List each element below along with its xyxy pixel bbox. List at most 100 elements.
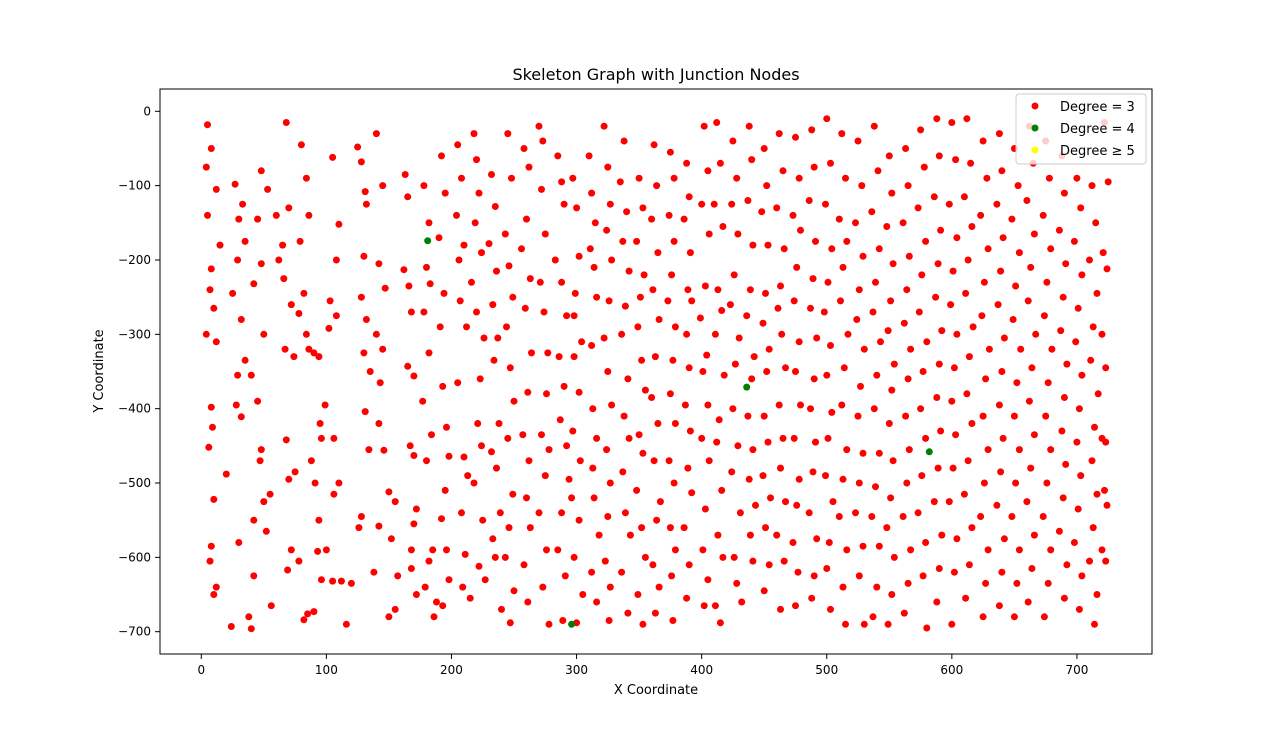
point-degree-3 — [601, 557, 609, 565]
point-degree-3 — [1013, 379, 1021, 387]
point-degree-3 — [960, 193, 968, 201]
point-degree-3 — [782, 498, 789, 506]
point-degree-3 — [780, 557, 788, 565]
point-degree-3 — [744, 197, 752, 204]
point-degree-3 — [760, 145, 768, 152]
point-degree-3 — [381, 284, 389, 292]
point-degree-3 — [904, 375, 912, 383]
point-degree-3 — [778, 330, 786, 338]
point-degree-3 — [455, 256, 463, 264]
point-degree-3 — [401, 171, 409, 178]
point-degree-3 — [1062, 460, 1070, 468]
point-degree-3 — [1060, 189, 1068, 197]
point-degree-3 — [210, 304, 218, 312]
legend: Degree = 3 Degree = 4 Degree ≥ 5 — [1015, 93, 1147, 165]
point-degree-3 — [875, 245, 883, 253]
point-degree-3 — [827, 159, 834, 167]
point-degree-3 — [379, 182, 387, 190]
point-degree-3 — [300, 289, 308, 297]
point-degree-3 — [907, 546, 915, 554]
point-degree-3 — [843, 237, 851, 245]
point-degree-3 — [239, 200, 247, 208]
point-degree-3 — [605, 297, 613, 305]
point-degree-3 — [206, 286, 214, 294]
point-degree-3 — [282, 436, 290, 444]
point-degree-3 — [873, 371, 881, 379]
point-degree-3 — [1015, 546, 1023, 554]
point-degree-3 — [573, 204, 581, 212]
point-degree-3 — [1078, 371, 1086, 379]
point-degree-3 — [250, 572, 258, 580]
point-degree-3 — [603, 446, 611, 454]
point-degree-3 — [728, 468, 736, 476]
point-degree-3 — [824, 434, 832, 442]
point-degree-3 — [840, 364, 848, 372]
point-degree-3 — [965, 353, 973, 361]
y-tick-label: −400 — [118, 402, 151, 416]
point-degree-3 — [1077, 204, 1085, 212]
point-degree-3 — [474, 420, 482, 427]
point-degree-3 — [714, 531, 722, 539]
point-degree-3 — [404, 362, 412, 370]
point-degree-3 — [428, 431, 435, 439]
point-degree-3 — [237, 316, 245, 323]
point-degree-3 — [835, 513, 843, 520]
point-degree-3 — [570, 312, 578, 320]
point-degree-3 — [875, 542, 883, 550]
point-degree-3 — [260, 498, 268, 506]
point-degree-3 — [250, 516, 258, 524]
point-degree-3 — [775, 130, 783, 138]
point-degree-3 — [854, 137, 862, 145]
point-degree-3 — [945, 200, 953, 208]
point-degree-3 — [521, 304, 529, 312]
y-axis-label: Y Coordinate — [92, 329, 107, 413]
point-degree-3 — [362, 200, 370, 208]
point-degree-3 — [362, 316, 370, 323]
point-degree-3 — [729, 405, 737, 413]
point-degree-3 — [473, 308, 480, 316]
point-degree-3 — [795, 174, 803, 182]
point-degree-3 — [405, 282, 413, 290]
point-degree-3 — [606, 583, 614, 591]
point-degree-3 — [749, 241, 757, 249]
point-degree-3 — [922, 237, 930, 245]
point-degree-3 — [576, 457, 584, 465]
point-degree-3 — [947, 301, 955, 309]
point-degree-3 — [332, 312, 340, 320]
point-degree-3 — [685, 364, 693, 372]
point-degree-3 — [839, 583, 847, 591]
point-degree-3 — [539, 137, 547, 145]
point-degree-3 — [919, 572, 927, 580]
point-degree-3 — [387, 535, 395, 543]
point-degree-3 — [684, 464, 692, 472]
point-degree-3 — [506, 364, 514, 372]
point-degree-3 — [355, 524, 363, 532]
point-degree-3 — [807, 405, 814, 413]
point-degree-3 — [934, 260, 942, 268]
point-degree-3 — [1089, 323, 1097, 331]
point-degree-3 — [668, 572, 676, 580]
point-degree-3 — [888, 386, 896, 394]
point-degree-3 — [337, 577, 345, 585]
point-degree-3 — [1089, 524, 1097, 532]
point-degree-3 — [595, 531, 603, 539]
point-degree-3 — [1008, 215, 1016, 223]
point-degree-3 — [454, 379, 462, 387]
point-degree-3 — [782, 364, 789, 372]
point-degree-3 — [639, 204, 647, 212]
point-degree-3 — [869, 308, 877, 316]
point-degree-3 — [855, 286, 863, 294]
point-degree-3 — [523, 494, 530, 502]
point-degree-3 — [275, 256, 283, 264]
x-tick-label: 300 — [565, 663, 588, 677]
point-degree-3 — [498, 605, 505, 613]
point-degree-3 — [620, 137, 628, 145]
point-degree-3 — [589, 464, 597, 472]
point-degree-3 — [476, 375, 484, 383]
point-degree-3 — [438, 515, 445, 523]
point-degree-3 — [763, 182, 771, 190]
point-degree-3 — [937, 427, 945, 435]
point-degree-3 — [698, 200, 706, 208]
point-degree-3 — [315, 353, 323, 361]
